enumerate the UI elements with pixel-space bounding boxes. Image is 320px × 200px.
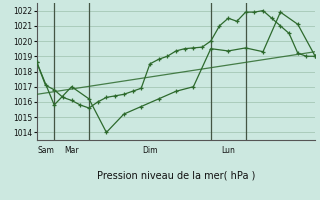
Text: Lun: Lun [221, 146, 235, 155]
Text: Mar: Mar [64, 146, 79, 155]
Text: Pression niveau de la mer( hPa ): Pression niveau de la mer( hPa ) [97, 170, 255, 180]
Text: Sam: Sam [37, 146, 54, 155]
Text: Dim: Dim [142, 146, 158, 155]
